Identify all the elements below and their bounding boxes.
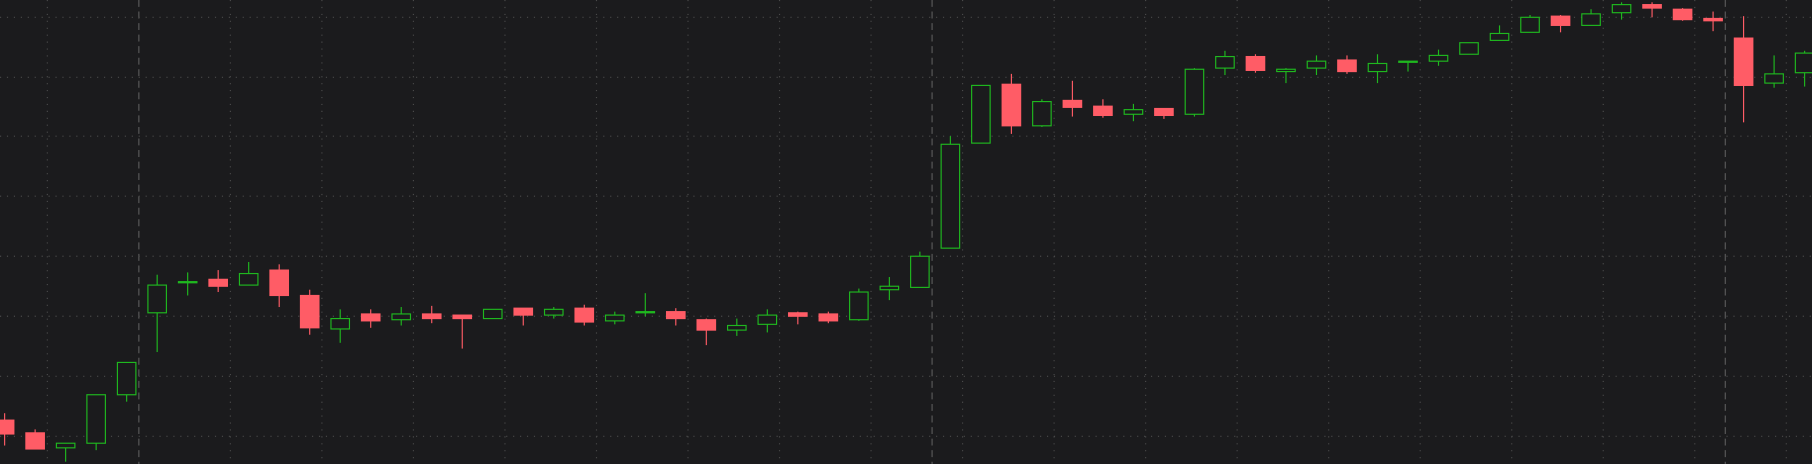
candle-body [1245,55,1266,71]
candle-body [1306,60,1327,69]
candle-body [1062,99,1083,108]
candle-body [1672,8,1693,21]
candle-body [1459,42,1479,55]
candle-body [177,281,198,284]
candle-body [1611,4,1632,14]
candle-body [971,84,991,144]
candle-body [1337,59,1357,73]
candle-body [726,324,747,331]
candle-body [482,308,503,320]
candle-body [1093,105,1113,116]
candle-body [1215,55,1235,69]
candle-body [1398,60,1418,63]
candle-body [574,307,595,323]
candle-body [1642,4,1662,9]
candle-body [238,272,259,286]
candle-body [360,313,381,322]
candle-body [1001,83,1022,127]
candle-body [391,313,412,321]
candle-body [25,432,45,450]
candle-body [818,313,839,322]
candle-body [1794,52,1812,74]
candle-body [452,314,473,320]
candle-body [1550,15,1571,26]
candle-body [0,419,15,435]
candle-body [1428,54,1449,62]
candle-body [788,312,808,317]
candle-body [879,285,900,291]
candle-body [1154,107,1174,117]
candle-body [1733,37,1754,86]
candle-body [1123,109,1144,115]
candle-body [1032,100,1052,127]
candle-body [1184,68,1205,115]
candle-body [330,317,351,330]
candle-body [208,278,229,287]
candle-body [299,294,320,329]
candle-body [940,143,961,249]
candle-body [1581,13,1601,26]
candle-body [757,314,778,325]
candle-body [604,314,625,322]
candle-body [543,308,564,316]
candle-body [1367,62,1388,73]
candle-body [1489,32,1510,41]
candle-body [910,255,930,288]
candle-body [116,361,137,396]
candle-body [1703,17,1723,22]
candle-body [147,284,167,314]
candle-body [513,307,534,316]
candle-body [849,291,869,321]
candle-body [1764,73,1784,84]
candle-body [269,269,290,297]
candle-body [1520,16,1540,33]
candle-body [86,394,106,444]
candle-body [635,311,656,314]
candle-body [421,313,442,320]
candle-body [1276,68,1296,73]
candle-body [696,319,717,331]
candle-body [665,311,686,320]
candle-body [55,442,76,449]
